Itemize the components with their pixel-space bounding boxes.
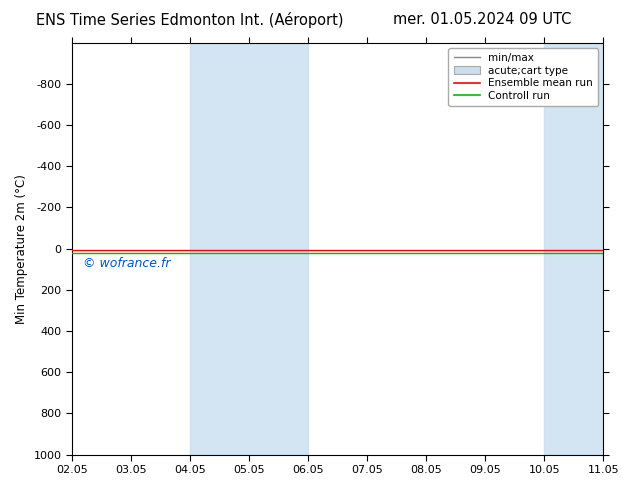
Text: ENS Time Series Edmonton Int. (Aéroport): ENS Time Series Edmonton Int. (Aéroport)	[36, 12, 344, 28]
Bar	[544, 43, 633, 455]
Text: mer. 01.05.2024 09 UTC: mer. 01.05.2024 09 UTC	[392, 12, 571, 27]
Y-axis label: Min Temperature 2m (°C): Min Temperature 2m (°C)	[15, 173, 28, 323]
Text: © wofrance.fr: © wofrance.fr	[82, 256, 170, 270]
Bar	[190, 43, 308, 455]
Legend: min/max, acute;cart type, Ensemble mean run, Controll run: min/max, acute;cart type, Ensemble mean …	[448, 48, 598, 106]
